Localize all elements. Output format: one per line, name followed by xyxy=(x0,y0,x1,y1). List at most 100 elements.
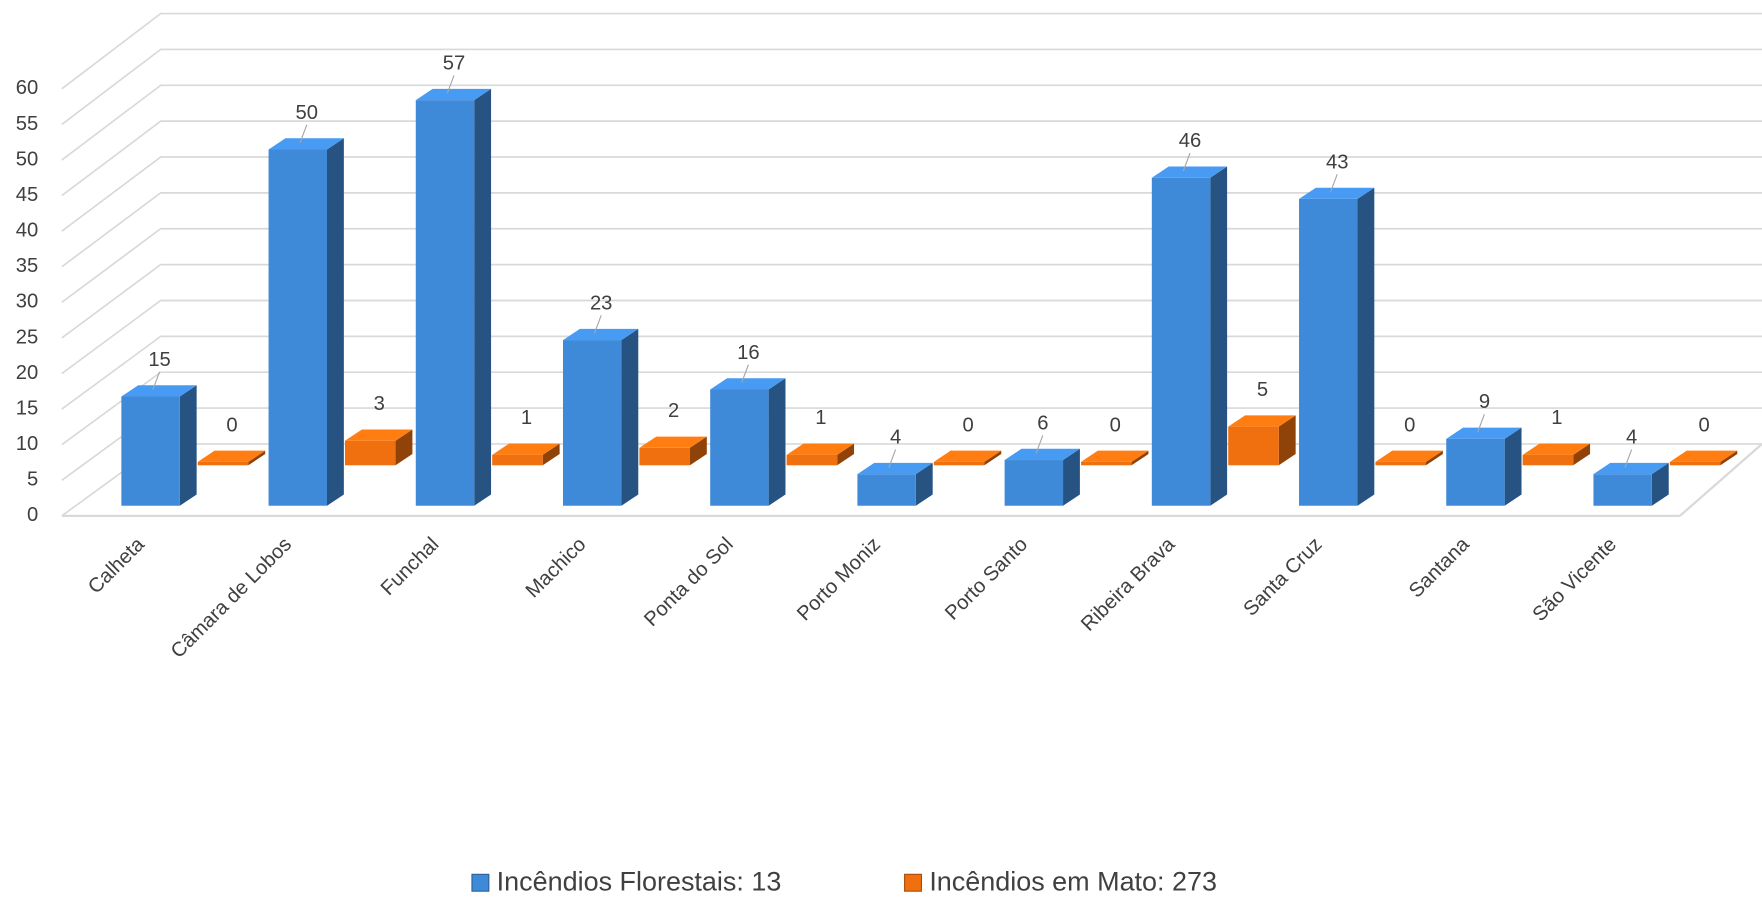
legend-label: Incêndios Florestais: 13 xyxy=(497,866,782,896)
data-label: 0 xyxy=(226,414,237,436)
bar-side xyxy=(1426,450,1443,466)
bar xyxy=(639,447,690,466)
bar-side xyxy=(542,443,560,466)
bar-top xyxy=(1081,450,1149,462)
data-label: 0 xyxy=(1110,414,1121,436)
grid-line xyxy=(61,371,1762,446)
bar-top xyxy=(1004,448,1080,461)
bar xyxy=(344,440,396,466)
leader-line xyxy=(888,449,897,468)
bar-side xyxy=(915,462,933,506)
x-tick-label: Ponta do Sol xyxy=(640,533,737,630)
bar-side xyxy=(1131,450,1149,466)
data-label: 23 xyxy=(590,292,613,314)
legend-swatch xyxy=(471,873,490,892)
data-label: 4 xyxy=(890,427,901,449)
data-label: 50 xyxy=(296,102,319,124)
leader-line xyxy=(446,75,455,94)
bar-top xyxy=(415,88,492,101)
bar-side xyxy=(984,450,1002,466)
bar xyxy=(786,454,838,466)
data-label: 1 xyxy=(1551,407,1562,429)
bar-top xyxy=(1593,462,1669,475)
x-tick-label: Machico xyxy=(522,533,591,602)
y-tick-label: 25 xyxy=(16,326,39,348)
legend-swatch xyxy=(904,873,923,892)
bar xyxy=(1299,198,1358,506)
x-tick-label: Porto Moniz xyxy=(793,533,885,625)
bar xyxy=(268,149,328,506)
bar-side xyxy=(1357,187,1375,506)
x-tick-label: Funchal xyxy=(377,533,443,599)
leader-line xyxy=(152,371,161,390)
grid-line xyxy=(61,299,1762,375)
leader-line xyxy=(1624,449,1633,468)
bar xyxy=(1522,454,1574,466)
bar-side xyxy=(1651,462,1669,506)
legend-label: Incêndios em Mato: 273 xyxy=(929,866,1217,896)
leader-line xyxy=(1329,174,1338,193)
data-label: 57 xyxy=(443,53,466,75)
bar-top xyxy=(1299,187,1375,199)
bar xyxy=(492,454,543,466)
bar-side xyxy=(621,328,639,506)
y-tick-label: 55 xyxy=(16,113,39,135)
x-tick-label: Santana xyxy=(1405,533,1474,602)
bar xyxy=(857,474,916,506)
bar-top xyxy=(121,385,197,397)
bar xyxy=(1228,426,1279,466)
bar-side xyxy=(1504,427,1522,506)
data-label: 4 xyxy=(1626,427,1637,449)
y-tick-label: 40 xyxy=(16,220,39,242)
grid-line xyxy=(61,263,1762,339)
grid-line xyxy=(61,192,1762,268)
bar-side xyxy=(1210,166,1228,506)
grid-line xyxy=(61,12,1762,90)
bar-top xyxy=(197,450,266,462)
grid-line xyxy=(61,156,1762,232)
bar-top xyxy=(710,378,786,390)
data-label: 3 xyxy=(374,393,385,415)
y-tick-label: 35 xyxy=(16,255,39,277)
bar xyxy=(1593,474,1652,506)
bar-side xyxy=(327,138,344,506)
data-label: 6 xyxy=(1037,412,1048,434)
leader-line xyxy=(1477,413,1485,433)
data-label: 46 xyxy=(1179,130,1202,152)
bar-side xyxy=(395,429,413,466)
bar xyxy=(1669,461,1721,466)
y-tick-label: 30 xyxy=(16,291,39,313)
data-label: 16 xyxy=(737,342,760,364)
grid-line xyxy=(61,48,1762,126)
leader-line xyxy=(593,315,602,334)
bar-top xyxy=(1669,450,1738,462)
bar-top xyxy=(1375,450,1443,462)
bar-top xyxy=(1522,443,1591,455)
bar xyxy=(562,340,622,506)
y-tick-label: 10 xyxy=(16,433,39,455)
floor-edge xyxy=(1679,443,1762,517)
bar-top xyxy=(857,462,933,475)
leader-line xyxy=(1035,435,1044,454)
data-label: 0 xyxy=(962,414,973,436)
data-label: 0 xyxy=(1699,414,1710,436)
bar-side xyxy=(474,88,492,506)
bar-side xyxy=(1573,443,1591,466)
bar-side xyxy=(768,378,786,506)
data-label: 15 xyxy=(148,349,171,371)
bar-top xyxy=(268,138,344,150)
data-label: 2 xyxy=(668,400,679,422)
y-tick-label: 20 xyxy=(16,362,39,384)
bar-top xyxy=(492,443,560,455)
leader-line xyxy=(741,364,749,383)
bar xyxy=(1081,461,1132,466)
data-label: 5 xyxy=(1257,379,1268,401)
bar-side xyxy=(689,436,707,466)
x-tick-label: São Vicente xyxy=(1529,533,1621,625)
data-label: 1 xyxy=(521,407,532,429)
bar-top xyxy=(562,328,639,341)
bar xyxy=(415,100,475,506)
bar-side xyxy=(1720,450,1738,466)
bar-top xyxy=(1446,427,1522,439)
x-tick-label: Santa Cruz xyxy=(1239,533,1326,620)
